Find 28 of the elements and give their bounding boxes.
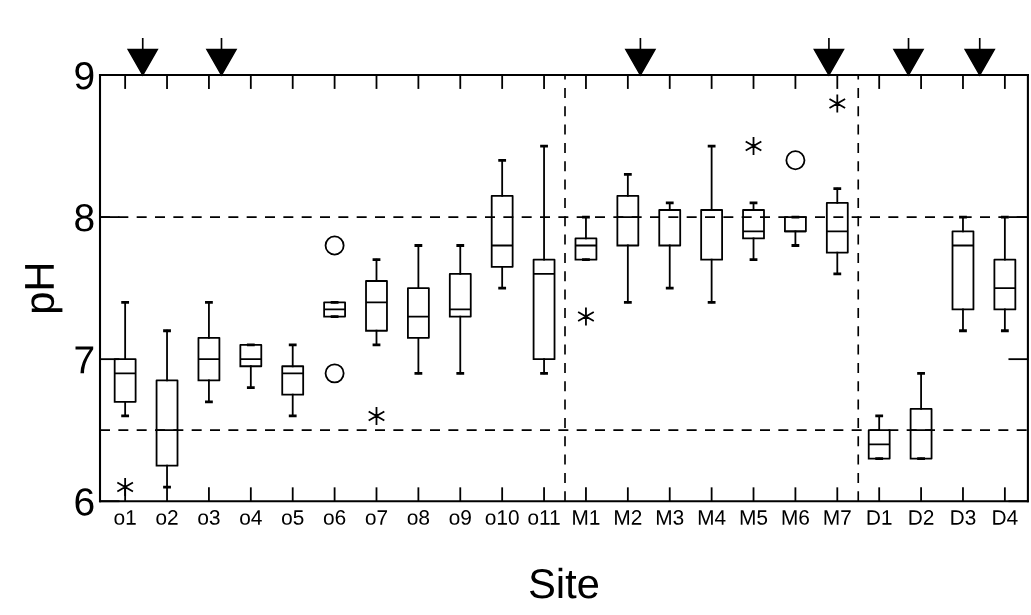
y-tick-label: 6 [75, 488, 94, 516]
x-tick-label: M4 [698, 510, 726, 525]
x-tick-label: o8 [407, 510, 430, 525]
x-tick-label: o10 [485, 510, 519, 525]
x-tick-label: M7 [824, 510, 851, 525]
x-tick-label: D4 [993, 510, 1018, 525]
x-tick-label: D3 [951, 510, 976, 525]
x-tick-label: M5 [740, 510, 768, 525]
x-tick-label: D1 [867, 510, 892, 525]
y-tick-label: 9 [75, 61, 94, 90]
x-tick-label: o1 [114, 510, 136, 525]
x-tick-label: o4 [240, 510, 262, 525]
x-tick-label: D2 [909, 510, 934, 525]
y-tick-label: 8 [75, 204, 94, 232]
x-tick-label: o9 [449, 510, 471, 525]
x-tick-label: o2 [156, 510, 178, 525]
x-tick-label: o3 [198, 510, 220, 525]
x-tick-label: o5 [282, 510, 304, 525]
x-axis-title: Site [529, 567, 598, 599]
y-axis-title: pH [25, 264, 63, 313]
x-tick-label: M3 [656, 510, 684, 525]
x-tick-label: M2 [615, 510, 642, 525]
x-tick-label: M6 [782, 510, 809, 525]
x-tick-label: o6 [323, 510, 346, 525]
x-tick-label: o7 [365, 510, 388, 525]
y-tick-label: 7 [75, 346, 94, 374]
x-tick-label: M1 [573, 510, 600, 525]
x-tick-label: o11 [528, 510, 560, 525]
